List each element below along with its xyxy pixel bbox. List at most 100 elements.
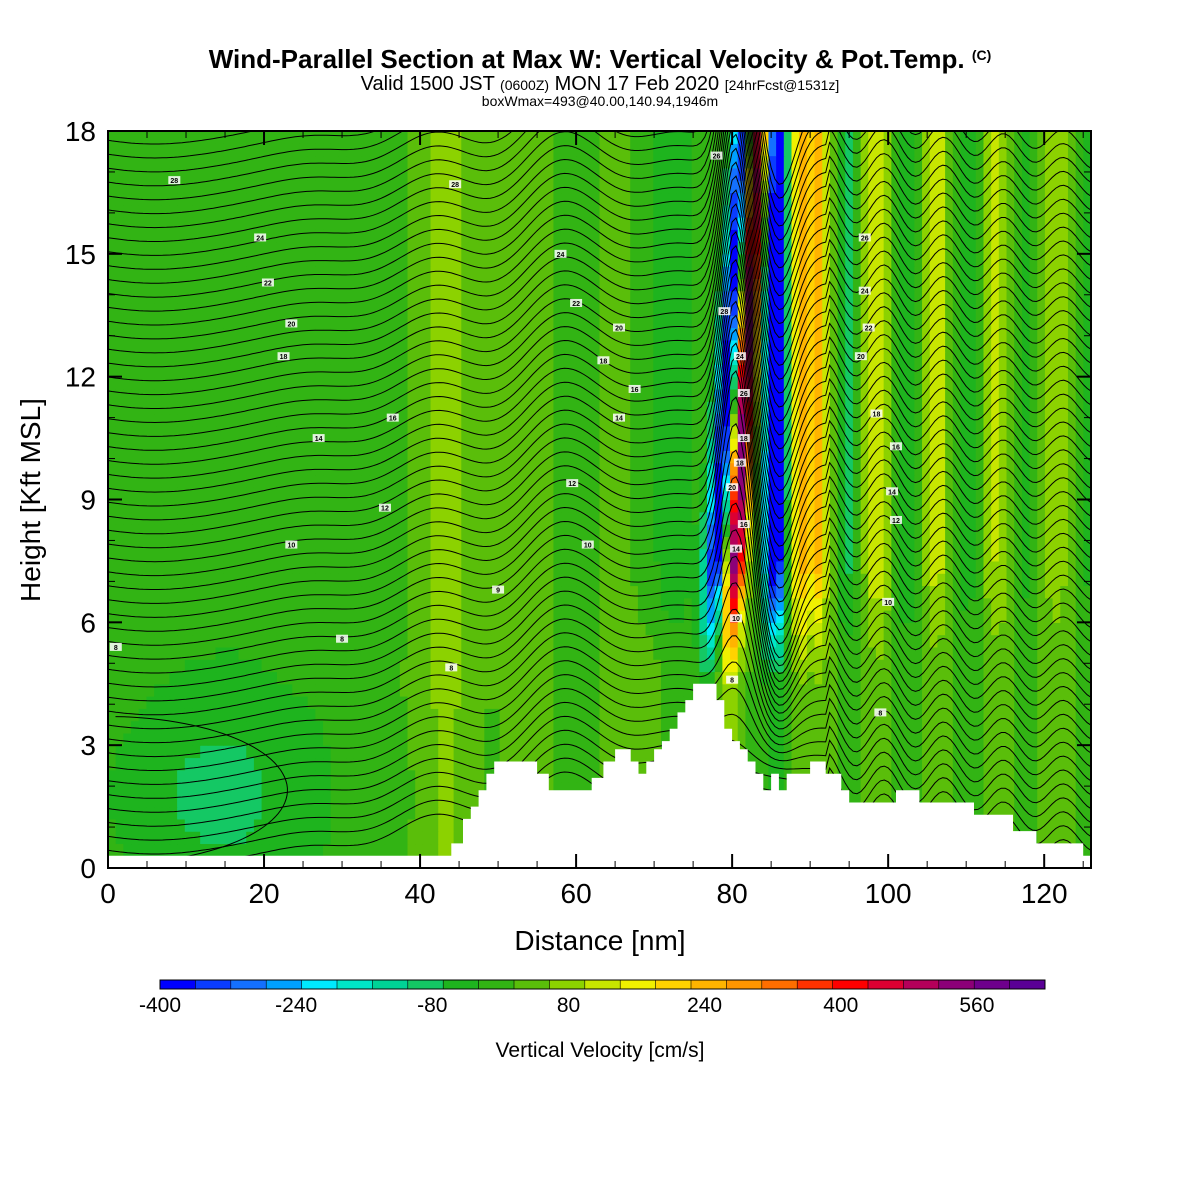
- velocity-cell: [161, 413, 171, 427]
- velocity-cell: [952, 388, 962, 402]
- velocity-cell: [730, 597, 739, 611]
- velocity-cell: [115, 388, 124, 402]
- velocity-cell: [584, 548, 593, 562]
- velocity-cell: [507, 708, 516, 722]
- velocity-cell: [929, 536, 939, 550]
- velocity-cell: [622, 585, 631, 599]
- velocity-cell: [292, 818, 301, 832]
- velocity-cell: [138, 757, 147, 771]
- velocity-cell: [131, 646, 140, 660]
- velocity-cell: [169, 659, 178, 673]
- velocity-cell: [323, 745, 332, 759]
- velocity-cell: [737, 671, 747, 685]
- velocity-cell: [530, 548, 539, 562]
- velocity-cell: [906, 524, 915, 537]
- velocity-cell: [253, 388, 263, 402]
- velocity-cell: [131, 413, 140, 427]
- velocity-cell: [630, 536, 639, 550]
- velocity-cell: [123, 843, 132, 857]
- velocity-cell: [1083, 634, 1091, 648]
- velocity-cell: [899, 499, 908, 513]
- velocity-cell: [323, 732, 332, 746]
- velocity-cell: [499, 524, 508, 537]
- velocity-cell: [599, 474, 608, 488]
- velocity-cell: [284, 585, 293, 599]
- velocity-cell: [292, 745, 301, 759]
- velocity-cell: [215, 450, 224, 464]
- velocity-cell: [115, 438, 124, 451]
- velocity-cell: [315, 388, 324, 402]
- velocity-cell: [361, 732, 370, 746]
- velocity-cell: [1029, 597, 1038, 611]
- velocity-cell: [1067, 499, 1077, 513]
- velocity-cell: [230, 499, 240, 513]
- velocity-cell: [177, 708, 186, 722]
- velocity-cell: [522, 671, 531, 685]
- velocity-cell: [683, 646, 693, 660]
- velocity-cell: [622, 438, 631, 451]
- velocity-cell: [223, 720, 232, 734]
- velocity-cell: [1014, 524, 1023, 537]
- velocity-cell: [361, 388, 370, 402]
- velocity-cell: [945, 438, 954, 451]
- velocity-cell: [1014, 769, 1023, 783]
- velocity-cell: [837, 597, 846, 611]
- velocity-cell: [407, 597, 416, 611]
- velocity-cell: [361, 671, 370, 685]
- velocity-cell: [461, 548, 470, 562]
- velocity-cell: [737, 536, 747, 550]
- velocity-cell: [392, 659, 401, 673]
- velocity-cell: [868, 732, 877, 746]
- velocity-cell: [407, 487, 416, 501]
- velocity-cell: [837, 487, 846, 501]
- velocity-cell: [131, 573, 140, 587]
- velocity-cell: [653, 671, 662, 685]
- velocity-cell: [1067, 696, 1077, 709]
- velocity-cell: [975, 732, 985, 746]
- velocity-cell: [192, 462, 201, 476]
- velocity-cell: [645, 524, 654, 537]
- velocity-cell: [284, 450, 293, 464]
- velocity-cell: [361, 818, 370, 832]
- velocity-cell: [1029, 499, 1038, 513]
- velocity-cell: [791, 511, 800, 525]
- velocity-cell: [269, 696, 278, 709]
- velocity-cell: [868, 511, 877, 525]
- velocity-cell: [883, 560, 892, 574]
- velocity-cell: [622, 511, 631, 525]
- velocity-cell: [599, 450, 608, 464]
- velocity-cell: [945, 450, 954, 464]
- velocity-cell: [745, 548, 754, 562]
- velocity-cell: [630, 462, 639, 476]
- velocity-cell: [545, 646, 555, 660]
- velocity-cell: [369, 560, 378, 574]
- velocity-cell: [860, 757, 869, 771]
- velocity-cell: [515, 585, 524, 599]
- velocity-cell: [660, 474, 670, 488]
- velocity-cell: [691, 597, 700, 611]
- velocity-cell: [276, 560, 286, 574]
- velocity-cell: [161, 548, 171, 562]
- velocity-cell: [369, 769, 378, 783]
- velocity-cell: [576, 622, 585, 636]
- velocity-cell: [399, 487, 409, 501]
- velocity-cell: [584, 499, 593, 513]
- velocity-cell: [399, 745, 409, 759]
- chart-title: Wind-Parallel Section at Max W: Vertical…: [0, 44, 1200, 75]
- velocity-cell: [1044, 794, 1054, 808]
- velocity-cell: [299, 511, 309, 525]
- velocity-cell: [814, 745, 823, 759]
- velocity-cell: [852, 401, 862, 415]
- velocity-cell: [484, 696, 493, 709]
- velocity-cell: [1006, 536, 1015, 550]
- velocity-cell: [200, 659, 209, 673]
- velocity-cell: [131, 683, 140, 697]
- velocity-cell: [553, 610, 562, 623]
- velocity-cell: [115, 499, 124, 513]
- velocity-cell: [299, 585, 309, 599]
- velocity-cell: [361, 487, 370, 501]
- velocity-cell: [660, 499, 670, 513]
- velocity-cell: [906, 438, 915, 451]
- velocity-cell: [676, 462, 685, 476]
- velocity-cell: [553, 696, 562, 709]
